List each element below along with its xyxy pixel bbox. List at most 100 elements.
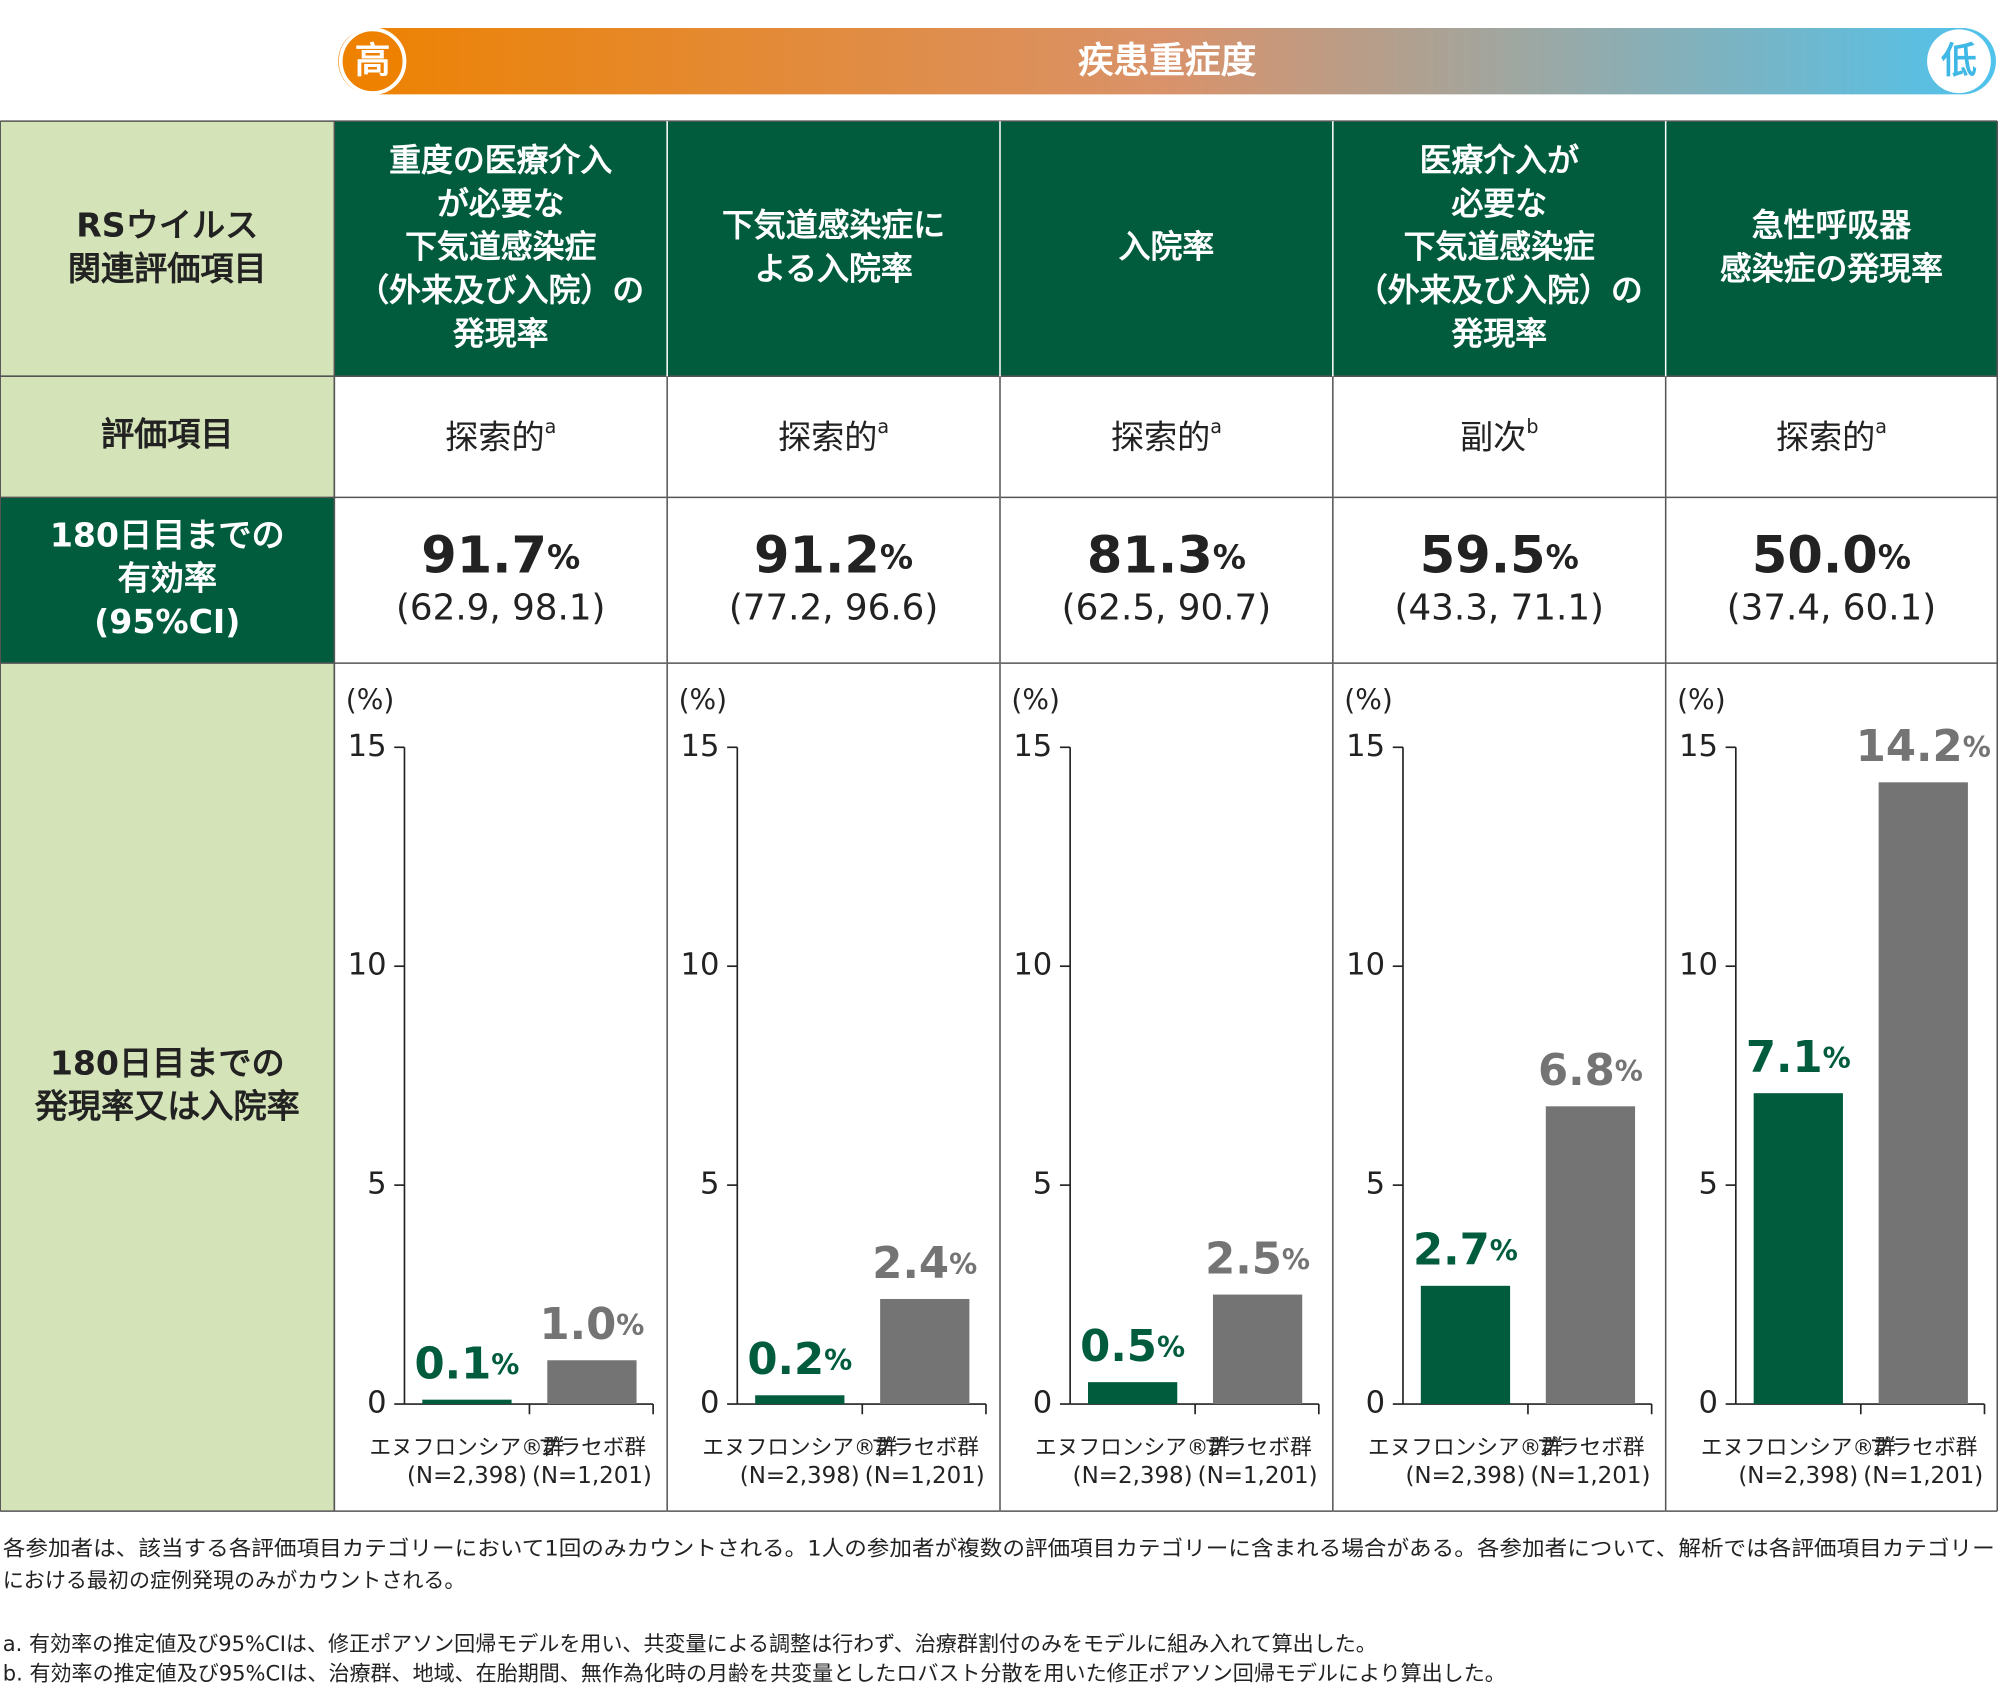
endpoint-type: 探索的a (445, 415, 556, 456)
group-size: (N=2,398) (740, 1463, 860, 1489)
row-header: (95%CI) (94, 602, 240, 641)
value-label: 0.2% (747, 1335, 852, 1385)
endpoint-type: 副次b (1460, 415, 1538, 456)
endpoint-text: 副次 (1460, 417, 1526, 456)
y-tick-label: 0 (700, 1386, 719, 1421)
column-header: （外来及び入院）の (1356, 271, 1643, 309)
bar (422, 1399, 512, 1405)
x-tick-label: プラセボ群 (1203, 1436, 1311, 1461)
value-label-unit: % (949, 1248, 977, 1281)
column-header: （外来及び入院）の (357, 271, 644, 309)
column-header: 下気道感染症 (405, 228, 596, 266)
efficacy-unit: % (880, 537, 913, 576)
group-size: (N=2,398) (1405, 1463, 1525, 1489)
group-size: (N=2,398) (1738, 1463, 1858, 1489)
value-label: 2.5% (1205, 1234, 1310, 1284)
y-tick-label: 10 (348, 948, 387, 983)
y-tick-label: 0 (367, 1386, 386, 1421)
confidence-interval: (62.5, 90.7) (1062, 588, 1271, 629)
value-label: 2.4% (872, 1238, 977, 1288)
y-tick-label: 10 (1346, 948, 1385, 983)
footnote: 各参加者は、該当する各評価項目カテゴリーにおいて1回のみカウントされる。1人の参… (3, 1535, 1995, 1560)
column-header: 入院率 (1119, 228, 1215, 266)
value-label: 1.0% (539, 1300, 644, 1350)
y-axis-label: (%) (1677, 683, 1726, 716)
value-label-unit: % (824, 1344, 852, 1377)
value-label-number: 0.2 (747, 1335, 824, 1385)
value-label-number: 0.1 (414, 1339, 491, 1389)
column-header: 発現率 (1450, 314, 1547, 352)
efficacy: 59.5% (1420, 527, 1579, 586)
endpoint-type: 探索的a (1111, 415, 1222, 456)
efficacy-unit: % (1878, 537, 1911, 576)
y-tick-label: 5 (1698, 1167, 1717, 1202)
efficacy: 50.0% (1752, 527, 1911, 586)
y-tick-label: 10 (1013, 948, 1052, 983)
bar (755, 1395, 845, 1405)
column-header: 必要な (1451, 184, 1547, 222)
y-axis-label: (%) (1011, 683, 1060, 716)
bar (1753, 1093, 1843, 1405)
value-label: 6.8% (1538, 1046, 1643, 1096)
severity-bar (338, 28, 1996, 95)
value-label-unit: % (1490, 1235, 1518, 1268)
endpoint-note: a (1210, 415, 1222, 438)
y-tick-label: 15 (348, 729, 387, 764)
column-header: 感染症の発現率 (1720, 249, 1943, 287)
confidence-interval: (43.3, 71.1) (1395, 588, 1604, 629)
bar (880, 1298, 970, 1405)
x-tick-label: エヌフロンシア®群 (1035, 1436, 1230, 1461)
column-header: 急性呼吸器 (1752, 206, 1912, 244)
bar (1420, 1285, 1511, 1405)
severity-low: 低 (1941, 40, 1977, 81)
column-header: 発現率 (452, 314, 549, 352)
value-label: 14.2% (1856, 722, 1991, 772)
severity-high-badge (338, 27, 407, 96)
efficacy-value: 91.7 (421, 527, 547, 586)
x-tick-label: プラセボ群 (1869, 1436, 1977, 1461)
value-label: 7.1% (1746, 1033, 1851, 1083)
column-header: 重度の医療介入 (389, 141, 612, 179)
value-label-number: 2.5 (1205, 1234, 1282, 1284)
bar (1878, 782, 1968, 1405)
value-label-number: 2.4 (872, 1238, 949, 1288)
row-header: 180日目までの (50, 515, 285, 554)
row-header: 有効率 (118, 559, 217, 598)
group-size: (N=2,398) (407, 1463, 527, 1489)
endpoint-type: 探索的a (1776, 415, 1887, 456)
row-header: 発現率又は入院率 (35, 1087, 300, 1126)
efficacy-value: 59.5 (1420, 527, 1546, 586)
endpoint-text: 探索的 (1111, 417, 1210, 456)
y-tick-label: 5 (1366, 1167, 1385, 1202)
group-size: (N=1,201) (1530, 1463, 1650, 1489)
group-size: (N=1,201) (1863, 1463, 1983, 1489)
efficacy-unit: % (547, 537, 580, 576)
value-label-unit: % (1615, 1055, 1643, 1088)
x-tick-label: プラセボ群 (871, 1436, 979, 1461)
value-label-number: 14.2 (1856, 722, 1963, 772)
efficacy-header-cell (0, 497, 335, 664)
row-header-column (0, 121, 335, 1512)
x-tick-label: エヌフロンシア®群 (1368, 1436, 1563, 1461)
y-tick-label: 15 (1679, 729, 1718, 764)
efficacy: 91.7% (421, 527, 580, 586)
endpoint-text: 探索的 (445, 417, 544, 456)
efficacy: 81.3% (1087, 527, 1246, 586)
endpoint-note: b (1526, 415, 1538, 438)
value-label-unit: % (491, 1349, 519, 1382)
efficacy-value: 91.2 (754, 527, 880, 586)
y-tick-label: 0 (1033, 1386, 1052, 1421)
efficacy-value: 50.0 (1752, 527, 1878, 586)
endpoint-note: a (877, 415, 889, 438)
row-header: 関連評価項目 (68, 249, 267, 288)
column-header: よる入院率 (754, 249, 912, 287)
endpoint-text: 探索的 (1776, 417, 1875, 456)
value-label: 0.5% (1080, 1321, 1185, 1371)
endpoint-note: a (1875, 415, 1887, 438)
column-header-row (334, 121, 1998, 377)
column-header: 下気道感染症に (722, 206, 945, 244)
bar (1087, 1382, 1178, 1405)
endpoint-text: 探索的 (778, 417, 877, 456)
confidence-interval: (77.2, 96.6) (729, 588, 938, 629)
bar (1545, 1106, 1636, 1405)
